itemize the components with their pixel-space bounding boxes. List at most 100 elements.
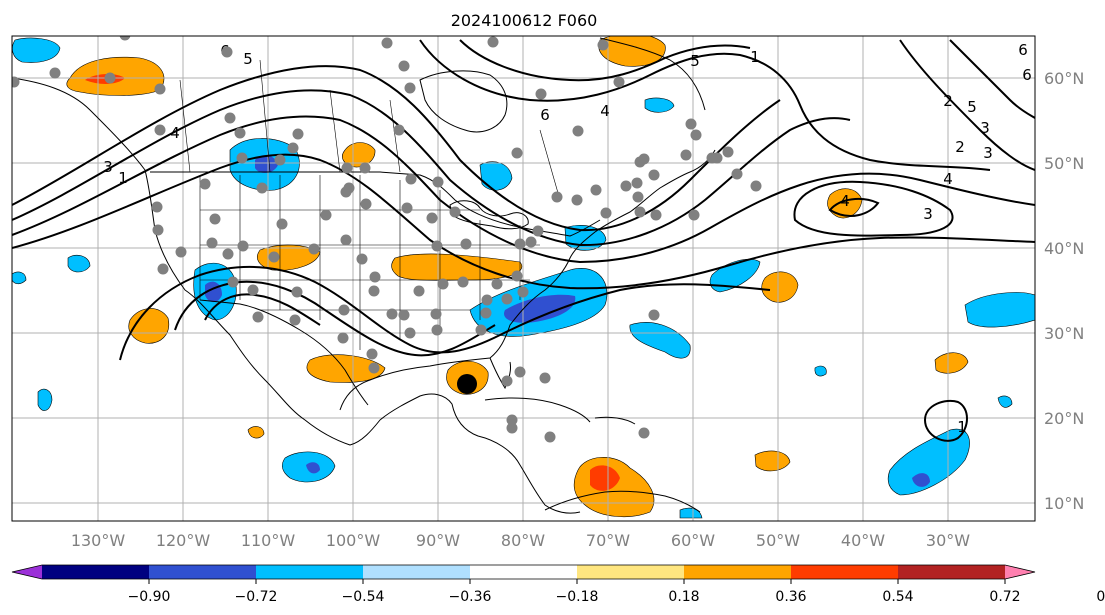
station-marker: [366, 348, 378, 360]
anomaly-shading: [12, 36, 1035, 519]
station-marker: [393, 124, 405, 136]
contour-line: [459, 39, 751, 82]
latitude-label: 50°N: [1044, 154, 1084, 173]
longitude-label: 60°W: [671, 531, 715, 550]
station-marker: [340, 234, 352, 246]
map-content: 65431654612345623341: [12, 36, 1035, 521]
station-marker: [289, 314, 301, 326]
contour-line: [949, 39, 1035, 119]
station-marker: [613, 76, 625, 88]
station-marker: [368, 285, 380, 297]
station-marker: [432, 176, 444, 188]
colorbar-tick-label: −0.54: [342, 589, 385, 605]
longitude-label: 30°W: [926, 531, 970, 550]
great-lakes: [449, 200, 529, 230]
station-marker: [648, 309, 660, 321]
colorbar-tick-label: −0.72: [235, 589, 278, 605]
contour-label: 2: [943, 92, 953, 110]
colorbar-tick-label: 0.54: [882, 589, 913, 605]
station-marker: [338, 304, 350, 316]
station-marker: [722, 146, 734, 158]
station-marker: [501, 293, 513, 305]
contour-label: 4: [943, 170, 953, 188]
negative-anomaly-area: [814, 365, 827, 377]
station-marker: [237, 240, 249, 252]
negative-anomaly-area: [12, 271, 27, 285]
station-marker: [750, 180, 762, 192]
station-marker: [369, 271, 381, 283]
station-marker: [620, 180, 632, 192]
longitude-label: 50°W: [756, 531, 800, 550]
contour-label: 2: [955, 138, 965, 156]
contour-label: 1: [750, 48, 760, 66]
contour-label: 3: [923, 205, 933, 223]
station-marker: [634, 206, 646, 218]
station-marker: [221, 46, 233, 58]
station-marker: [501, 375, 513, 387]
contour-line: [12, 65, 781, 232]
station-marker: [514, 366, 526, 378]
negative-anomaly-area: [37, 388, 53, 411]
latitude-label: 30°N: [1044, 324, 1084, 343]
contour-line: [419, 39, 991, 171]
station-marker: [430, 308, 442, 320]
station-marker: [154, 124, 166, 136]
station-marker: [511, 270, 523, 282]
greenland-coastline: [599, 37, 706, 111]
south-america-coastline: [544, 490, 701, 513]
station-marker: [381, 37, 393, 49]
colorbar-segment: [256, 565, 364, 579]
station-marker: [688, 209, 700, 221]
station-marker: [634, 156, 646, 168]
negative-anomaly-area: [644, 97, 675, 113]
contour-label: 6: [1018, 41, 1028, 59]
station-marker: [711, 152, 723, 164]
station-marker: [337, 332, 349, 344]
station-marker: [287, 142, 299, 154]
north-america-coastline: [12, 77, 581, 514]
station-marker: [491, 278, 503, 290]
station-marker: [475, 324, 487, 336]
station-marker: [209, 213, 221, 225]
colorbar-tick-label: 0.18: [668, 589, 699, 605]
station-marker: [256, 182, 268, 194]
station-marker: [343, 182, 355, 194]
contour-label: 5: [243, 50, 253, 68]
latitude-label: 60°N: [1044, 69, 1084, 88]
coastlines-and-borders: [12, 37, 716, 514]
station-marker: [590, 184, 602, 196]
station-marker: [437, 278, 449, 290]
station-marker: [222, 248, 234, 260]
hispaniola-outline: [594, 416, 636, 425]
station-marker: [431, 240, 443, 252]
contour-label: 4: [170, 124, 180, 142]
contour-label: 4: [600, 102, 610, 120]
colorbar-outline: [11, 564, 1036, 580]
contour-loop-small: [828, 197, 880, 217]
station-marker: [404, 327, 416, 339]
contour-label: 1: [118, 169, 128, 187]
station-marker: [517, 286, 529, 298]
negative-anomaly-area: [479, 161, 513, 191]
station-marker: [731, 168, 743, 180]
contour-line: [12, 115, 1035, 264]
cuba-outline: [484, 397, 591, 423]
longitude-label: 100°W: [326, 531, 381, 550]
colorbar-segment: [363, 565, 471, 579]
station-marker: [247, 284, 259, 296]
contour-label: 5: [967, 98, 977, 116]
station-marker: [571, 194, 583, 206]
colorbar-segment: [898, 565, 1006, 579]
station-marker: [401, 202, 413, 214]
map-title: 2024100612 F060: [451, 11, 598, 30]
station-marker: [572, 125, 584, 137]
station-marker: [532, 225, 544, 237]
station-marker: [413, 285, 425, 297]
colorbar-segment: [470, 565, 578, 579]
hudson-bay-outline: [419, 70, 508, 133]
station-marker: [631, 177, 643, 189]
station-marker: [506, 414, 518, 426]
station-marker: [224, 112, 236, 124]
latitude-label: 20°N: [1044, 409, 1084, 428]
station-marker: [460, 238, 472, 250]
